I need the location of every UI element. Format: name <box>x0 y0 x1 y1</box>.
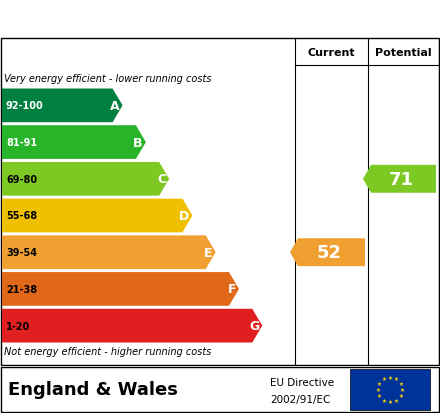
Text: Potential: Potential <box>375 47 432 57</box>
Text: ★: ★ <box>388 399 392 404</box>
Text: 21-38: 21-38 <box>6 284 37 294</box>
Text: 92-100: 92-100 <box>6 101 44 111</box>
Text: Not energy efficient - higher running costs: Not energy efficient - higher running co… <box>4 346 211 356</box>
Text: 55-68: 55-68 <box>6 211 37 221</box>
Bar <box>350 369 430 410</box>
Text: 2002/91/EC: 2002/91/EC <box>270 394 330 404</box>
Polygon shape <box>2 126 146 159</box>
Polygon shape <box>2 89 123 123</box>
Text: ★: ★ <box>398 381 403 386</box>
Text: ★: ★ <box>381 398 386 403</box>
Text: E: E <box>204 246 213 259</box>
Text: ★: ★ <box>375 387 380 392</box>
Polygon shape <box>2 236 216 269</box>
Text: ★: ★ <box>398 393 403 398</box>
Polygon shape <box>2 163 169 196</box>
Text: ★: ★ <box>388 375 392 380</box>
Text: Energy Efficiency Rating: Energy Efficiency Rating <box>11 9 299 29</box>
Text: 81-91: 81-91 <box>6 138 37 148</box>
Text: Very energy efficient - lower running costs: Very energy efficient - lower running co… <box>4 74 212 84</box>
Text: B: B <box>133 136 143 149</box>
Text: 71: 71 <box>389 171 414 188</box>
Text: 1-20: 1-20 <box>6 321 30 331</box>
Text: 39-54: 39-54 <box>6 248 37 258</box>
Polygon shape <box>363 166 436 193</box>
Polygon shape <box>2 199 192 233</box>
Text: G: G <box>249 319 259 332</box>
Text: Current: Current <box>308 47 356 57</box>
Polygon shape <box>2 309 262 343</box>
Polygon shape <box>290 239 365 266</box>
Text: C: C <box>157 173 166 186</box>
Text: EU Directive: EU Directive <box>270 377 334 387</box>
Polygon shape <box>2 273 239 306</box>
Text: A: A <box>110 100 120 113</box>
Text: ★: ★ <box>394 376 399 382</box>
Text: 52: 52 <box>317 244 342 261</box>
Text: England & Wales: England & Wales <box>8 380 178 399</box>
Text: ★: ★ <box>377 393 382 398</box>
Text: D: D <box>179 209 189 223</box>
Text: ★: ★ <box>381 376 386 382</box>
Text: ★: ★ <box>377 381 382 386</box>
Text: ★: ★ <box>394 398 399 403</box>
Text: F: F <box>227 283 236 296</box>
Text: ★: ★ <box>400 387 405 392</box>
Text: 69-80: 69-80 <box>6 174 37 184</box>
